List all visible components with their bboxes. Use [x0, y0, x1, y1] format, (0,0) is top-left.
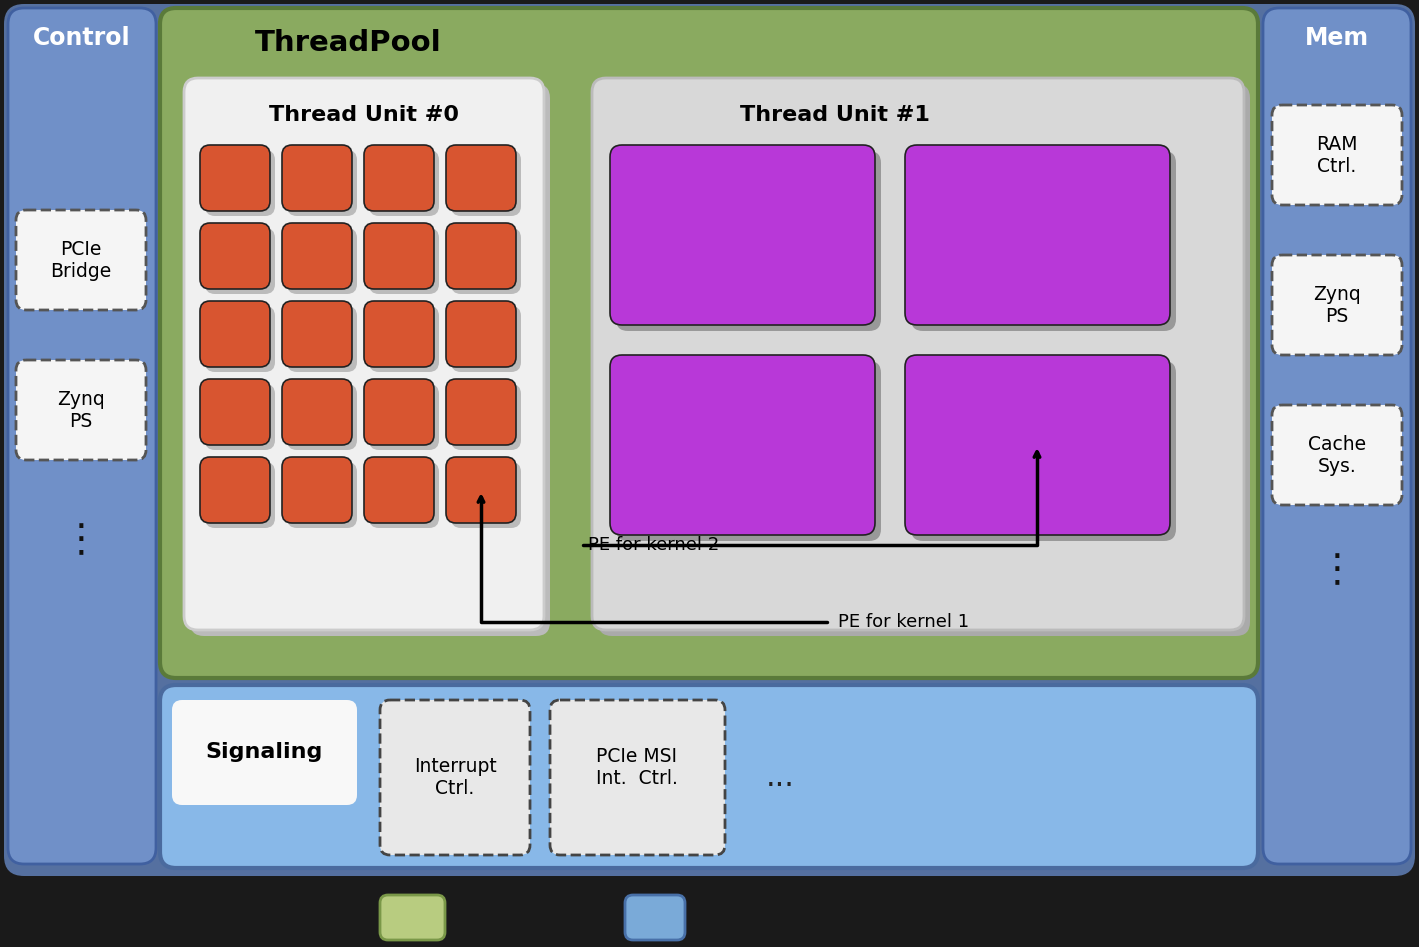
FancyBboxPatch shape [610, 145, 876, 325]
FancyBboxPatch shape [1271, 255, 1402, 355]
FancyBboxPatch shape [204, 150, 275, 216]
FancyBboxPatch shape [905, 145, 1171, 325]
FancyBboxPatch shape [365, 223, 434, 289]
FancyBboxPatch shape [16, 210, 146, 310]
FancyBboxPatch shape [551, 700, 725, 855]
FancyBboxPatch shape [204, 306, 275, 372]
FancyBboxPatch shape [380, 700, 531, 855]
Text: Interrupt
Ctrl.: Interrupt Ctrl. [413, 757, 497, 797]
FancyBboxPatch shape [369, 384, 438, 450]
FancyBboxPatch shape [172, 700, 358, 805]
FancyBboxPatch shape [451, 306, 521, 372]
Text: Mem: Mem [1305, 26, 1369, 50]
FancyBboxPatch shape [446, 301, 517, 367]
Text: Zynq
PS: Zynq PS [57, 389, 105, 431]
FancyBboxPatch shape [16, 360, 146, 460]
FancyBboxPatch shape [365, 379, 434, 445]
Text: ThreadPool: ThreadPool [255, 29, 441, 57]
FancyBboxPatch shape [905, 355, 1171, 535]
FancyBboxPatch shape [287, 150, 358, 216]
FancyBboxPatch shape [200, 145, 270, 211]
FancyBboxPatch shape [369, 150, 438, 216]
FancyBboxPatch shape [365, 457, 434, 523]
FancyBboxPatch shape [624, 895, 685, 940]
FancyBboxPatch shape [204, 462, 275, 528]
FancyBboxPatch shape [592, 78, 1244, 630]
FancyBboxPatch shape [287, 462, 358, 528]
FancyBboxPatch shape [911, 151, 1176, 331]
FancyBboxPatch shape [616, 361, 881, 541]
FancyBboxPatch shape [190, 84, 551, 636]
Text: Control: Control [33, 26, 131, 50]
Text: ⋮: ⋮ [1318, 551, 1357, 589]
FancyBboxPatch shape [1271, 105, 1402, 205]
FancyBboxPatch shape [446, 457, 517, 523]
FancyBboxPatch shape [446, 223, 517, 289]
FancyBboxPatch shape [451, 150, 521, 216]
FancyBboxPatch shape [451, 228, 521, 294]
FancyBboxPatch shape [446, 379, 517, 445]
Text: Zynq
PS: Zynq PS [1313, 284, 1361, 326]
FancyBboxPatch shape [616, 151, 881, 331]
FancyBboxPatch shape [204, 384, 275, 450]
FancyBboxPatch shape [911, 361, 1176, 541]
FancyBboxPatch shape [200, 457, 270, 523]
Text: Thread Unit #0: Thread Unit #0 [270, 105, 458, 125]
FancyBboxPatch shape [380, 895, 446, 940]
Text: PCIe MSI
Int.  Ctrl.: PCIe MSI Int. Ctrl. [596, 746, 678, 788]
FancyBboxPatch shape [4, 4, 1415, 876]
Text: ⋮: ⋮ [61, 521, 101, 559]
FancyBboxPatch shape [200, 301, 270, 367]
FancyBboxPatch shape [610, 355, 876, 535]
FancyBboxPatch shape [1271, 405, 1402, 505]
FancyBboxPatch shape [369, 462, 438, 528]
FancyBboxPatch shape [282, 379, 352, 445]
FancyBboxPatch shape [369, 228, 438, 294]
FancyBboxPatch shape [365, 145, 434, 211]
FancyBboxPatch shape [200, 379, 270, 445]
FancyBboxPatch shape [287, 306, 358, 372]
Text: PCIe
Bridge: PCIe Bridge [51, 240, 112, 280]
Text: PE for kernel 1: PE for kernel 1 [839, 613, 969, 631]
FancyBboxPatch shape [369, 306, 438, 372]
FancyBboxPatch shape [200, 223, 270, 289]
Text: Thread Unit #1: Thread Unit #1 [739, 105, 929, 125]
Text: Signaling: Signaling [206, 742, 322, 762]
FancyBboxPatch shape [282, 223, 352, 289]
FancyBboxPatch shape [365, 301, 434, 367]
FancyBboxPatch shape [282, 301, 352, 367]
FancyBboxPatch shape [1263, 8, 1410, 864]
FancyBboxPatch shape [160, 8, 1259, 678]
Text: ...: ... [766, 762, 795, 792]
FancyBboxPatch shape [204, 228, 275, 294]
FancyBboxPatch shape [287, 228, 358, 294]
FancyBboxPatch shape [9, 8, 156, 864]
FancyBboxPatch shape [451, 462, 521, 528]
FancyBboxPatch shape [446, 145, 517, 211]
Text: PE for kernel 2: PE for kernel 2 [587, 536, 719, 554]
FancyBboxPatch shape [282, 145, 352, 211]
Text: RAM
Ctrl.: RAM Ctrl. [1317, 134, 1358, 175]
FancyBboxPatch shape [184, 78, 543, 630]
FancyBboxPatch shape [160, 685, 1259, 868]
FancyBboxPatch shape [451, 384, 521, 450]
FancyBboxPatch shape [597, 84, 1250, 636]
FancyBboxPatch shape [282, 457, 352, 523]
Text: Cache
Sys.: Cache Sys. [1308, 435, 1366, 475]
FancyBboxPatch shape [287, 384, 358, 450]
